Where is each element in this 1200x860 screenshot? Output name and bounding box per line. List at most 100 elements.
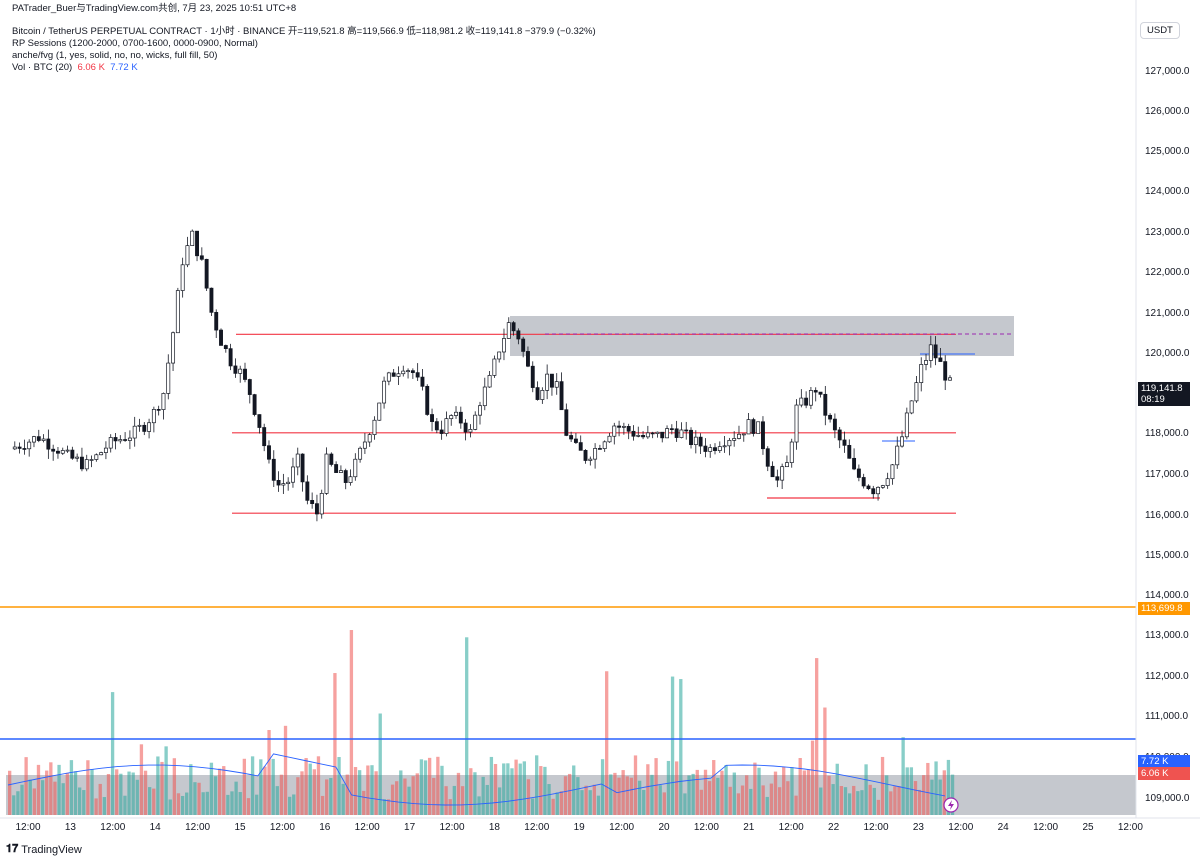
volume-bar (662, 792, 666, 815)
candle-body (137, 424, 142, 427)
candle-body (415, 372, 420, 378)
volume-bar (810, 740, 815, 815)
time-axis-label: 12:00 (1118, 822, 1143, 833)
candle-body (271, 458, 276, 481)
volume-bar (728, 786, 732, 815)
candle-body (420, 376, 425, 387)
volume-bar (197, 782, 201, 815)
volume-bar (415, 773, 419, 815)
candle-body (607, 435, 612, 443)
price-axis-label: 120,000.0 (1145, 348, 1190, 359)
candle-body (516, 330, 521, 340)
candle-body (257, 414, 262, 428)
volume-bar (502, 763, 506, 815)
time-axis-label: 23 (913, 822, 925, 833)
volume-bar (563, 776, 568, 815)
volume-bar (357, 770, 362, 815)
candle-body (147, 422, 152, 432)
price-axis-label: 115,000.0 (1145, 550, 1189, 561)
volume-bar (180, 795, 185, 815)
volume-bar (588, 790, 592, 815)
volume-bar (36, 764, 41, 815)
volume-bar (609, 774, 613, 815)
volume-bar (131, 772, 135, 815)
candle-body (708, 447, 713, 452)
candle-body (511, 322, 516, 332)
indicator-fvg[interactable]: anche/fvg (1, yes, solid, no, no, wicks,… (12, 50, 218, 61)
candle-body (118, 439, 123, 442)
price-axis-label: 111,000.0 (1145, 711, 1188, 722)
candle-body (482, 386, 487, 407)
time-axis-label: 21 (743, 822, 755, 833)
candle-body (502, 338, 506, 353)
volume-bar (32, 788, 37, 815)
indicator-volume[interactable]: Vol · BTC (20) 6.06 K 7.72 K (12, 62, 138, 73)
time-axis-label: 16 (319, 822, 331, 833)
candle-body (880, 485, 885, 488)
candle-body (65, 449, 70, 452)
volume-bar (349, 630, 354, 815)
volume-bar (782, 766, 786, 815)
volume-bar (399, 770, 403, 815)
volume-bar (950, 774, 955, 815)
candle-body (761, 421, 765, 450)
volume-bar (201, 792, 205, 815)
indicator-sessions[interactable]: RP Sessions (1200-2000, 0700-1600, 0000-… (12, 38, 258, 49)
candle-body (94, 454, 99, 460)
volume-bar (720, 770, 724, 815)
candle-body (51, 448, 56, 452)
volume-bar (440, 765, 444, 815)
candle-body (123, 439, 128, 441)
footer[interactable]: 𝟏𝟕 TradingView (6, 843, 82, 856)
candle-body (458, 411, 463, 424)
volume-bar (650, 774, 654, 815)
price-axis-label: 112,000.0 (1145, 671, 1189, 682)
volume-bar (407, 786, 411, 815)
volume-bar (465, 637, 469, 815)
volume-bar (329, 778, 333, 815)
volume-bar (222, 766, 226, 815)
volume-bar (390, 784, 395, 815)
candle-body (478, 405, 482, 416)
volume-bar (876, 799, 881, 815)
volume-bar (823, 707, 827, 815)
volume-bar (769, 783, 774, 815)
time-axis-label: 12:00 (185, 822, 210, 833)
volume-bar (444, 786, 448, 815)
candle-body (175, 290, 180, 334)
volume-bar (362, 790, 366, 815)
volume-bar (24, 757, 28, 815)
time-axis: 12:00 13 12:00 14 12:00 15 12:00 16 12:00 17 12:00… (15, 822, 1143, 833)
volume-bar (366, 765, 370, 815)
candle-body (861, 477, 866, 487)
publisher-line: PATrader_Buer与TradingView.com共创, 7月 23, … (12, 3, 297, 14)
volume-bar (518, 763, 522, 815)
volume-bar (827, 775, 831, 815)
volume-bar (633, 755, 638, 815)
candle-body (665, 428, 669, 439)
candle-body (804, 397, 809, 406)
volume-bar (82, 790, 86, 815)
candle-body (113, 437, 118, 442)
candle-body (281, 483, 286, 486)
volume-bar (691, 773, 695, 815)
candle-body (36, 436, 41, 441)
candle-body (895, 445, 900, 466)
tradingview-logo-icon: 𝟏𝟕 (6, 843, 19, 855)
candle-body (900, 436, 904, 447)
time-axis-label: 12:00 (948, 822, 973, 833)
candle-body (722, 445, 727, 448)
candle-body (569, 435, 574, 440)
candle-body (549, 373, 554, 388)
candle-body (717, 446, 722, 451)
candle-body (473, 414, 478, 430)
volume-bar (658, 785, 662, 815)
volume-bar (493, 763, 498, 815)
candle-body (530, 365, 535, 388)
currency-pill[interactable]: USDT (1140, 22, 1180, 39)
volume-value-1: 6.06 K (77, 62, 105, 73)
volume-bar (530, 798, 535, 815)
candle-body (583, 449, 588, 461)
volume-bar (28, 779, 32, 815)
